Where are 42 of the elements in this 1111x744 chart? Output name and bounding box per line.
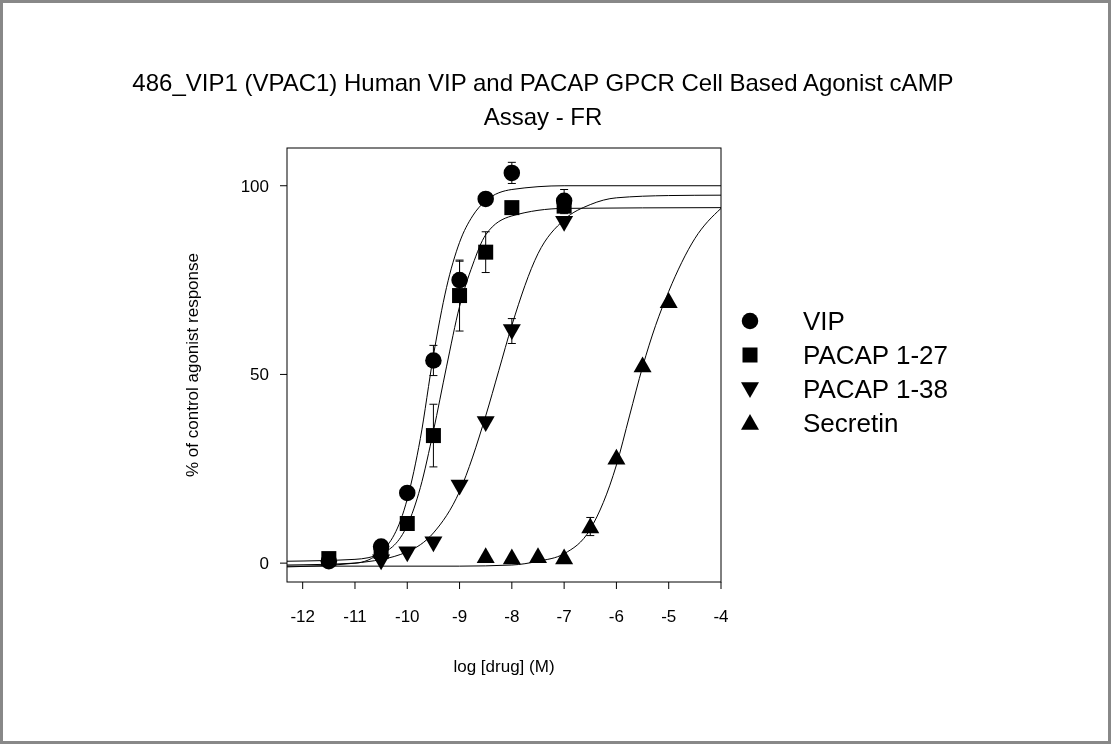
point [528, 547, 547, 564]
point [503, 164, 521, 182]
point [424, 536, 443, 553]
legend-label: VIP [803, 306, 845, 336]
y-tick-label: 0 [259, 554, 269, 574]
point [476, 416, 495, 433]
legend-label: Secretin [803, 408, 899, 438]
point [502, 548, 521, 565]
x-tick-label: -7 [556, 607, 572, 626]
point [555, 215, 574, 232]
point [502, 324, 521, 341]
point [478, 244, 494, 260]
point [633, 356, 652, 373]
x-tick-label: -8 [504, 607, 520, 626]
chart-title: 486_VIP1 (VPAC1) Human VIP and PACAP GPCR Cell Based Agonist cAMP Assay - FR [132, 69, 954, 130]
y-tick-label: 50 [250, 365, 269, 385]
point [398, 546, 417, 563]
x-tick-label: -6 [608, 607, 624, 626]
point [581, 517, 600, 534]
x-tick-label: -5 [661, 607, 677, 626]
point [425, 352, 442, 369]
point [450, 479, 469, 496]
point [399, 516, 415, 531]
x-tick-label: -4 [713, 607, 729, 626]
x-tick-label: -10 [394, 607, 420, 626]
y-tick-label: 100 [240, 176, 269, 196]
point [555, 548, 574, 565]
x-tick-label: -12 [290, 607, 315, 626]
point [399, 484, 416, 502]
legend-label: PACAP 1-27 [803, 340, 949, 370]
x-tick-label: -11 [343, 607, 367, 626]
x-axis-title: log [drug] (M) [453, 657, 555, 676]
point [504, 200, 520, 216]
point [659, 292, 678, 308]
point [425, 428, 441, 444]
point [477, 190, 494, 208]
point [607, 448, 626, 465]
legend-label: PACAP 1-38 [803, 374, 949, 404]
point [451, 271, 468, 289]
point [476, 547, 495, 564]
x-tick-label: -9 [451, 607, 468, 626]
y-axis-title: % of control agonist response [183, 253, 202, 477]
